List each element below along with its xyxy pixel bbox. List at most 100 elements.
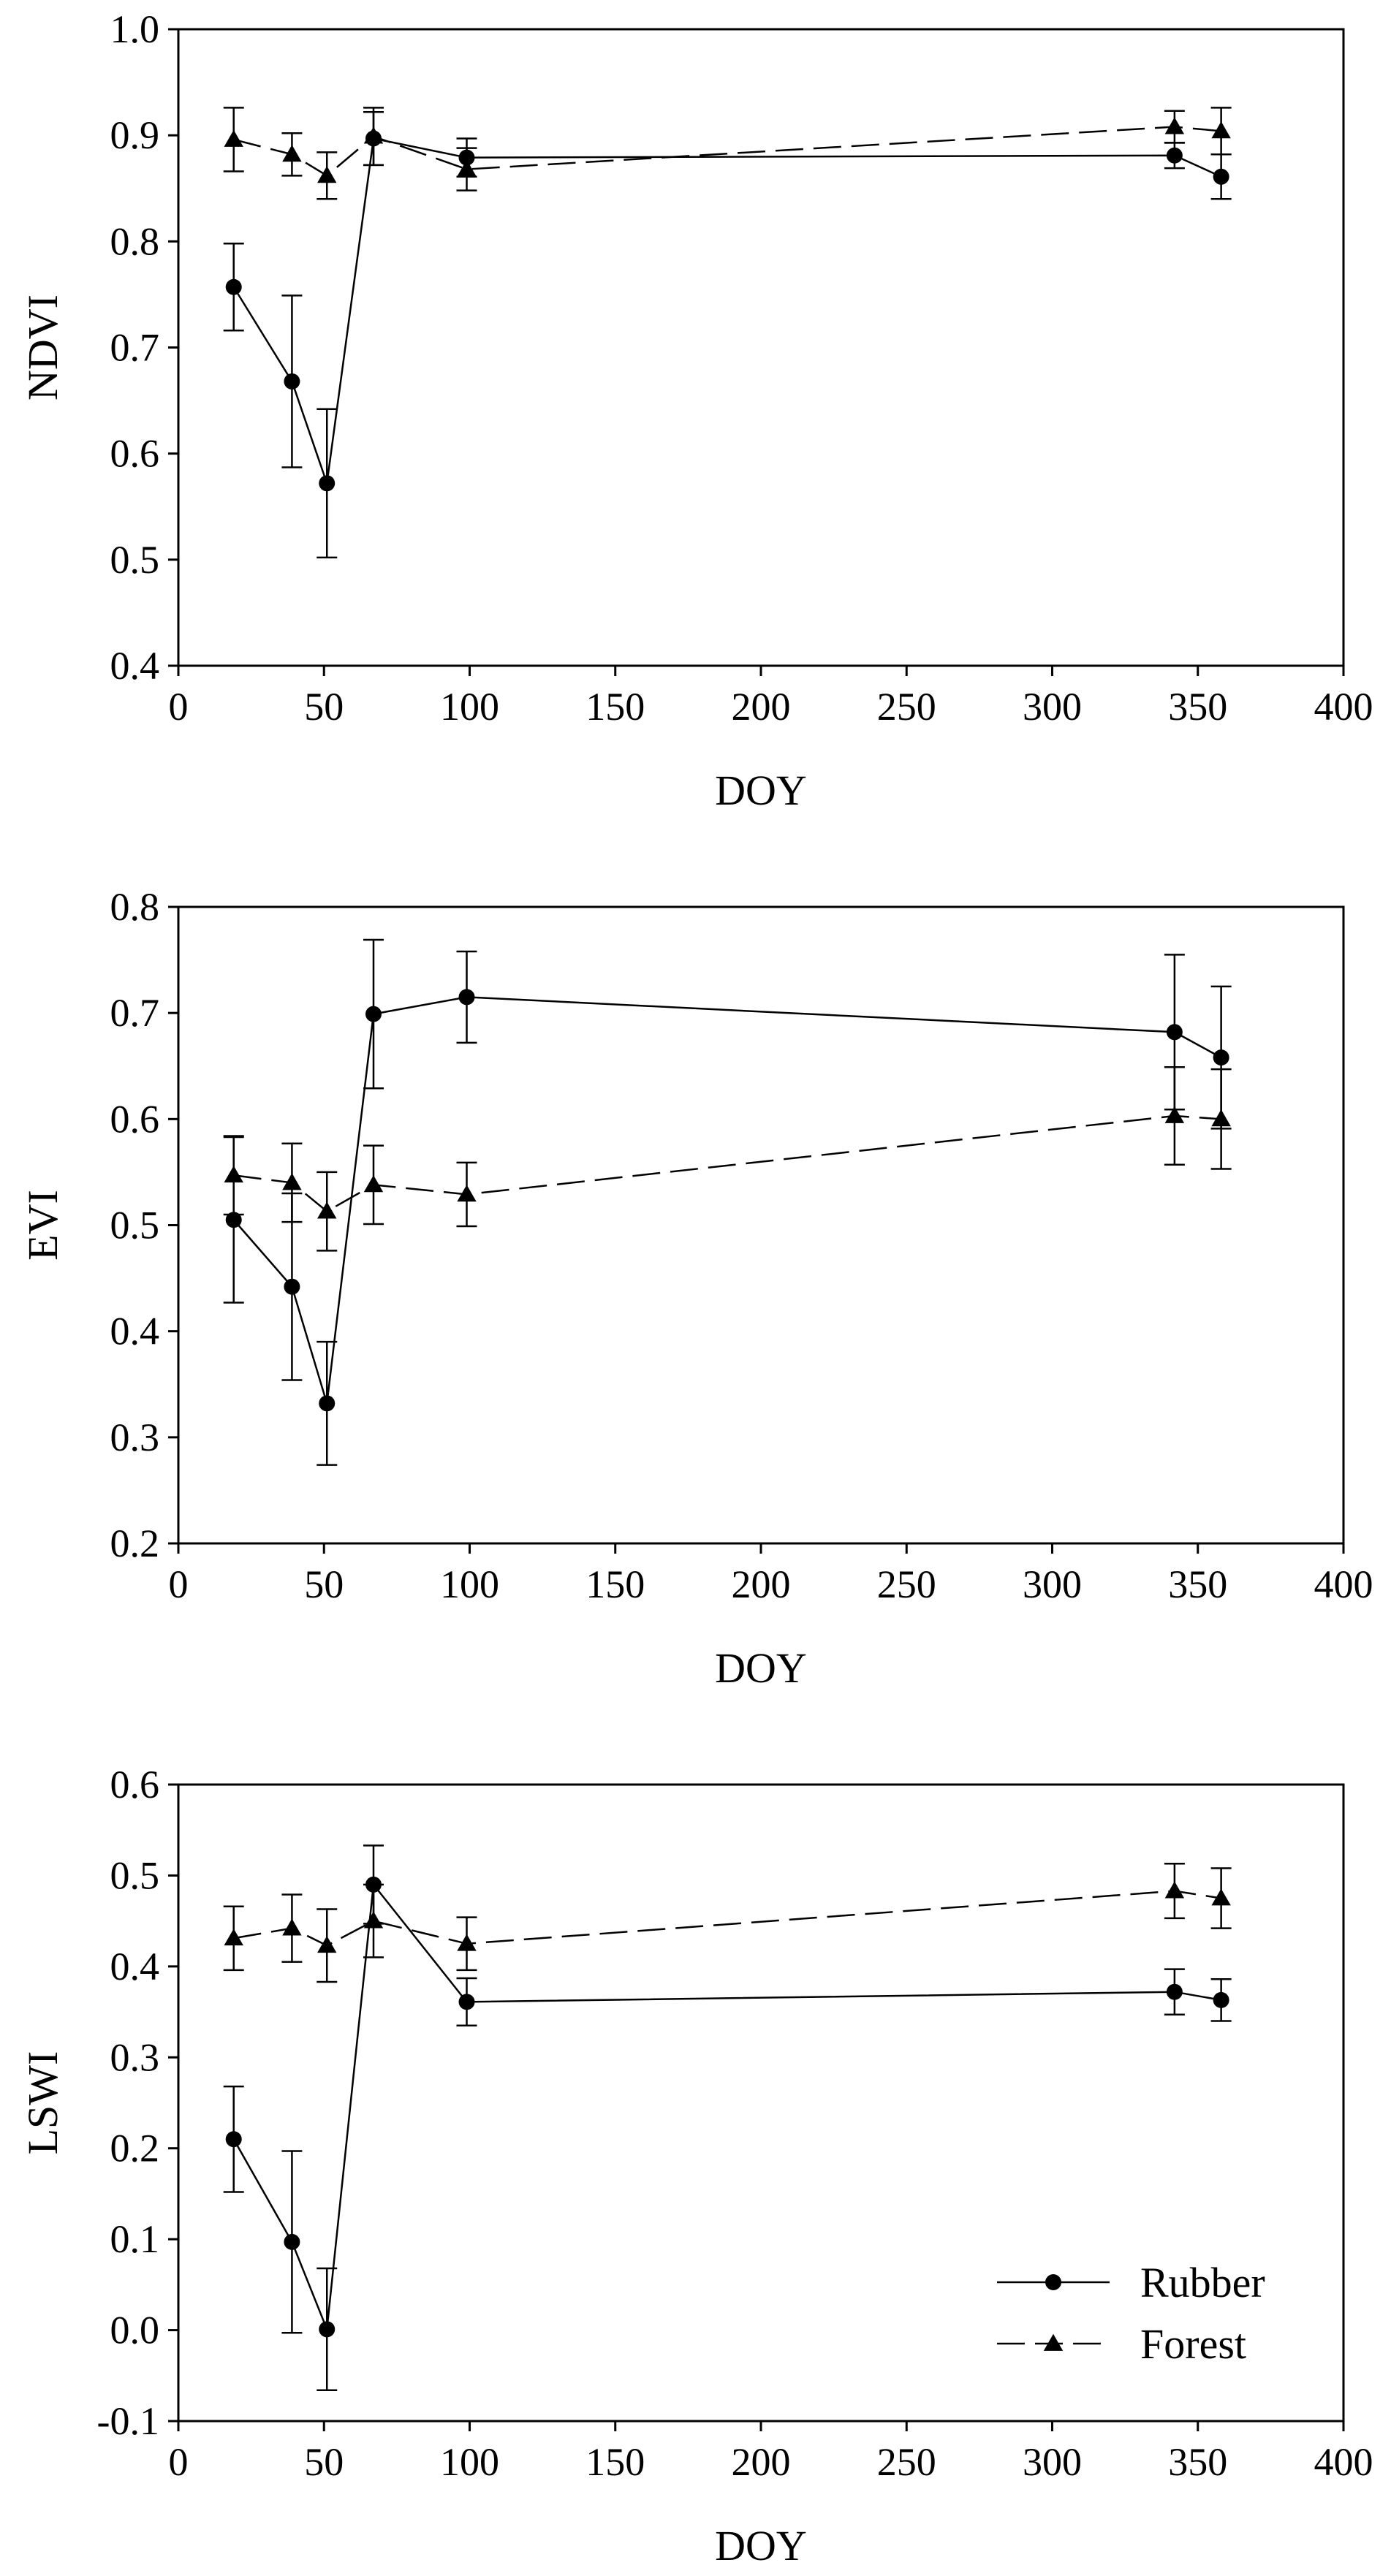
- x-tick-label: 100: [440, 1562, 499, 1606]
- series-line-rubber: [232, 137, 1222, 484]
- y-axis-title: LSWI: [19, 2051, 67, 2155]
- x-axis-title: DOY: [715, 2522, 807, 2569]
- x-tick-label: 250: [877, 1562, 936, 1606]
- data-point-rubber: [1166, 1024, 1183, 1041]
- y-tick-label: 0.3: [110, 1416, 160, 1459]
- y-tick-label: 0.6: [110, 1763, 160, 1806]
- y-tick-label: 0.7: [110, 991, 160, 1035]
- chart-panel-lswi: 0 50 100 150 200 250 300 350 400 -0.1 0.0 0.1 0.2 0.3…: [19, 1763, 1373, 2569]
- y-axis-title: NDVI: [19, 295, 67, 400]
- series-line-forest: [233, 1890, 1221, 1947]
- data-point-rubber: [284, 373, 300, 390]
- legend-label-forest: Forest: [1140, 2320, 1246, 2368]
- x-tick-label: 150: [585, 1562, 645, 1606]
- y-tick-label: 0.2: [110, 2127, 160, 2170]
- series-line-rubber: [232, 996, 1222, 1404]
- y-tick-label: 0.8: [110, 219, 160, 263]
- y-tick-label: 0.9: [110, 113, 160, 157]
- y-tick-label: 0.5: [110, 1204, 160, 1247]
- legend: Rubber Forest: [997, 2259, 1265, 2368]
- y-tick-label: 0.8: [110, 885, 160, 929]
- data-point-rubber: [319, 475, 336, 492]
- data-point-rubber: [365, 1006, 382, 1022]
- x-tick-label: 200: [732, 1562, 791, 1606]
- series-line-rubber: [232, 1882, 1221, 2330]
- x-tick-label: 300: [1023, 2440, 1082, 2484]
- x-tick-label: 400: [1314, 685, 1373, 729]
- x-tick-label: 50: [304, 2440, 344, 2484]
- data-point-forest: [363, 126, 384, 144]
- x-tick-label: 150: [585, 685, 645, 729]
- data-point-forest: [1211, 121, 1231, 139]
- x-tick-label: 0: [169, 1562, 189, 1606]
- data-point-forest: [1164, 1106, 1185, 1123]
- series-line-forest: [233, 1114, 1221, 1213]
- data-point-rubber: [284, 1278, 300, 1295]
- y-tick-label: 0.2: [110, 1521, 160, 1565]
- y-axis-title: EVI: [19, 1190, 67, 1261]
- chart-panel-evi: 0 50 100 150 200 250 300 350 400 0.2 0.3 0.4 0.5 0.6 0…: [19, 885, 1373, 1692]
- data-point-rubber: [319, 1395, 336, 1412]
- series-rubber: [223, 938, 1232, 1466]
- x-tick-label: 250: [877, 685, 936, 729]
- data-point-rubber: [1213, 168, 1229, 185]
- y-tick-label: 0.3: [110, 2035, 160, 2079]
- y-tick-label: 0.6: [110, 432, 160, 476]
- y-tick-label: 0.5: [110, 1853, 160, 1897]
- data-point-forest: [457, 159, 477, 177]
- data-point-forest: [1211, 1888, 1231, 1906]
- data-point-forest: [282, 145, 302, 162]
- data-point-rubber: [284, 2233, 300, 2250]
- data-point-forest: [1164, 117, 1185, 134]
- x-tick-label: 50: [304, 685, 344, 729]
- x-tick-label: 0: [169, 2440, 189, 2484]
- data-point-forest: [282, 1173, 302, 1190]
- plot-frame: [177, 905, 1345, 1545]
- data-point-rubber: [1166, 1983, 1183, 2000]
- legend-marker-forest: [1043, 2333, 1064, 2351]
- x-tick-label: 50: [304, 1562, 344, 1606]
- data-point-forest: [224, 1166, 243, 1183]
- data-point-rubber: [458, 1994, 475, 2010]
- series-rubber: [223, 110, 1232, 559]
- y-tick-label: 0.7: [110, 326, 160, 370]
- data-point-forest: [363, 1175, 384, 1193]
- x-tick-label: 300: [1023, 685, 1082, 729]
- data-point-rubber: [1166, 147, 1183, 164]
- data-point-rubber: [1213, 1049, 1229, 1066]
- x-tick-label: 200: [732, 685, 791, 729]
- data-point-forest: [1211, 1109, 1231, 1127]
- series-line-forest: [233, 126, 1221, 177]
- x-tick-label: 200: [732, 2440, 791, 2484]
- x-tick-label: 250: [877, 2440, 936, 2484]
- y-tick-label: 0.4: [110, 1945, 160, 1988]
- x-axis-title: DOY: [715, 767, 807, 814]
- y-tick-label: 1.0: [110, 7, 160, 51]
- data-point-rubber: [1213, 1991, 1229, 2008]
- data-point-forest: [1164, 1881, 1185, 1899]
- data-point-forest: [457, 1185, 477, 1202]
- y-tick-label: 0.0: [110, 2309, 160, 2352]
- data-point-forest: [224, 1929, 243, 1946]
- data-point-forest: [317, 1201, 337, 1219]
- series-forest: [223, 1065, 1232, 1252]
- series-forest: [223, 1863, 1232, 1983]
- chart-panel-ndvi: 0 50 100 150 200 250 300 350 400 0.4 0.5 0.6 0.7 0.8 0…: [19, 7, 1373, 814]
- y-tick-label: -0.1: [97, 2399, 159, 2443]
- data-point-forest: [282, 1918, 302, 1936]
- x-tick-label: 350: [1168, 2440, 1227, 2484]
- x-tick-label: 0: [169, 685, 189, 729]
- x-tick-label: 100: [440, 2440, 499, 2484]
- series-forest: [223, 107, 1232, 200]
- x-tick-label: 100: [440, 685, 499, 729]
- plot-frame: [177, 28, 1345, 667]
- data-point-rubber: [225, 2131, 242, 2148]
- data-point-rubber: [225, 278, 242, 295]
- x-tick-label: 400: [1314, 2440, 1373, 2484]
- data-point-rubber: [458, 989, 475, 1006]
- data-point-forest: [224, 129, 243, 147]
- data-point-forest: [317, 166, 337, 183]
- y-tick-label: 0.1: [110, 2217, 160, 2261]
- y-tick-label: 0.6: [110, 1097, 160, 1141]
